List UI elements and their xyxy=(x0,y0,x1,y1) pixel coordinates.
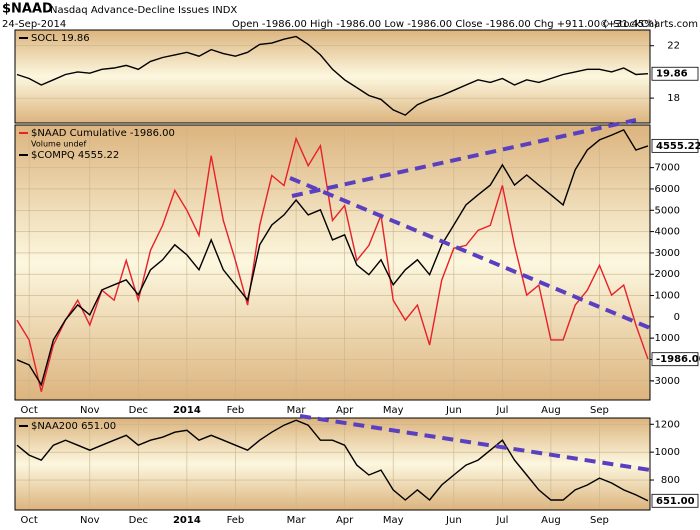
price-label: -1986.00 xyxy=(656,354,700,365)
x-tick-label: Aug xyxy=(541,515,561,526)
x-tick-label: Feb xyxy=(227,405,245,416)
y-tick-label: 2000 xyxy=(655,269,680,280)
x-tick-label: Nov xyxy=(80,405,100,416)
y-tick-label: -1000 xyxy=(651,333,680,344)
x-tick-label: Nov xyxy=(80,515,100,526)
x-tick-label: Oct xyxy=(20,405,37,416)
y-tick-label: 6000 xyxy=(655,184,680,195)
x-tick-label: Apr xyxy=(336,405,354,416)
y-tick-label: 4000 xyxy=(655,227,680,238)
legend-entry: $NAAD Cumulative -1986.00 xyxy=(31,128,175,139)
series-line xyxy=(16,419,649,502)
x-tick-label: Jul xyxy=(495,405,508,416)
trendline xyxy=(289,176,651,330)
legend-entry: SOCL 19.86 xyxy=(31,33,90,44)
price-box xyxy=(651,493,699,508)
y-tick-label: 800 xyxy=(661,475,680,486)
y-tick-label: 22 xyxy=(667,41,680,52)
x-tick-label: Dec xyxy=(129,515,148,526)
trendline xyxy=(291,118,637,198)
panel-frame xyxy=(14,29,651,124)
index-name: Nasdaq Advance-Decline Issues INDX xyxy=(50,5,237,16)
x-tick-label: Apr xyxy=(336,515,354,526)
series-line xyxy=(16,136,649,392)
price-label: 651.00 xyxy=(656,496,695,507)
x-tick-label: Mar xyxy=(287,515,307,526)
panel-background xyxy=(15,30,650,123)
x-tick-label: 2014 xyxy=(173,405,201,416)
y-tick-label: 1000 xyxy=(655,291,680,302)
x-tick-label: May xyxy=(383,515,404,526)
x-tick-label: Jul xyxy=(495,515,508,526)
x-tick-label: Dec xyxy=(129,405,148,416)
date: 24-Sep-2014 xyxy=(2,19,66,30)
panel-background xyxy=(15,125,650,400)
y-tick-label: 1200 xyxy=(655,419,680,430)
x-tick-label: Jun xyxy=(445,515,462,526)
series-line xyxy=(16,35,649,116)
y-tick-label: 18 xyxy=(667,93,680,104)
x-tick-label: Sep xyxy=(590,405,609,416)
x-tick-label: Sep xyxy=(590,515,609,526)
y-tick-label: 0 xyxy=(674,312,680,323)
y-tick-label: 3000 xyxy=(655,248,680,259)
price-label: 4555.22 xyxy=(656,141,700,152)
y-tick-label: 7000 xyxy=(655,163,680,174)
trendlines xyxy=(289,118,651,472)
legend-note: Volume undef xyxy=(31,140,86,149)
panel-frame xyxy=(14,124,651,401)
x-tick-label: 2014 xyxy=(173,515,201,526)
quote: Open -1986.00 High -1986.00 Low -1986.00… xyxy=(232,19,658,30)
credit: © StockCharts.com xyxy=(600,19,698,30)
price-box xyxy=(651,138,699,153)
price-box xyxy=(651,66,699,81)
trendline xyxy=(299,414,651,472)
y-tick-label: -3000 xyxy=(651,376,680,387)
x-tick-label: Jun xyxy=(445,405,462,416)
panels: 18 22 19.86 SOCL 19.86 Oct Nov Dec 2014 Feb Mar Ap… xyxy=(14,29,700,526)
x-tick-label: Oct xyxy=(20,515,37,526)
x-tick-label: Feb xyxy=(227,515,245,526)
legend-entry: $COMPQ 4555.22 xyxy=(31,150,119,161)
series-line xyxy=(16,129,649,387)
legend-entry: $NAA200 651.00 xyxy=(31,421,116,432)
symbol: $NAAD xyxy=(2,2,53,17)
x-tick-label: Aug xyxy=(541,405,561,416)
y-tick-label: 1000 xyxy=(655,447,680,458)
price-label: 19.86 xyxy=(656,69,688,80)
x-tick-label: Mar xyxy=(287,405,307,416)
y-tick-label: 5000 xyxy=(655,205,680,216)
panel-frame xyxy=(14,417,651,511)
x-tick-label: May xyxy=(383,405,404,416)
price-box xyxy=(651,352,699,367)
